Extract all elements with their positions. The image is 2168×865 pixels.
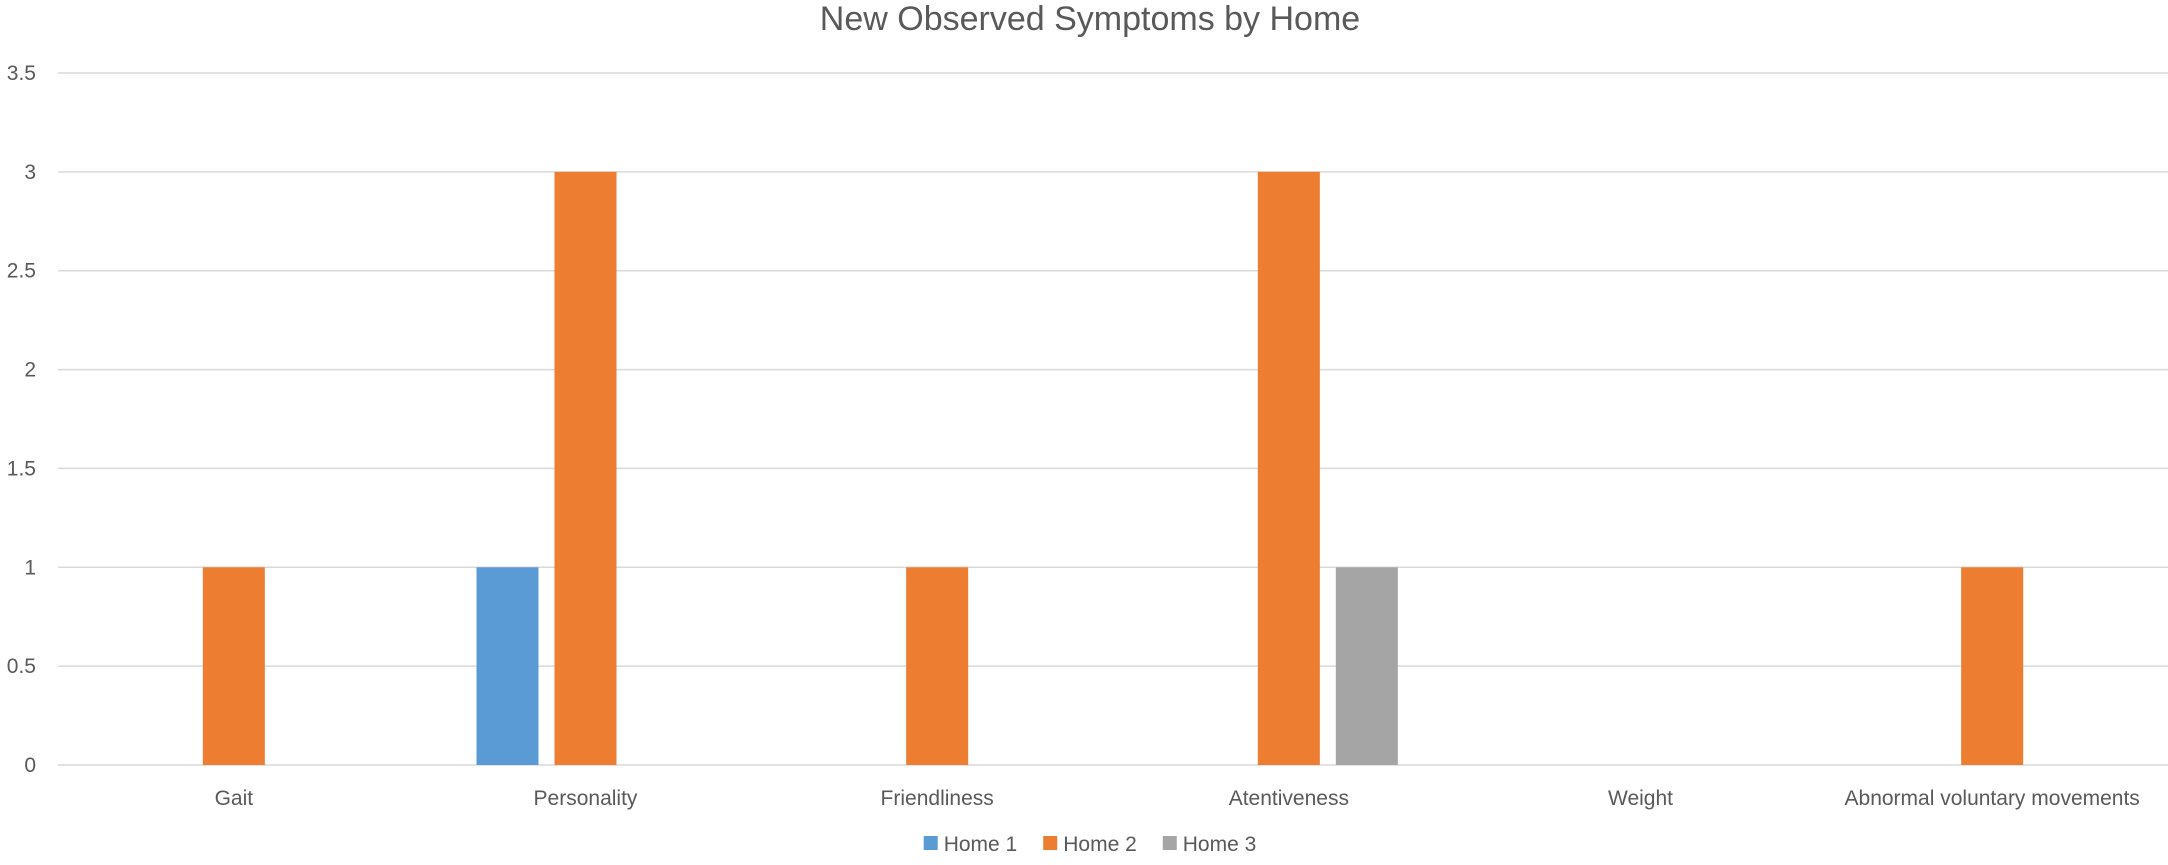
x-category-label: Friendliness (881, 787, 994, 810)
y-axis-ticks: 0 0.5 1 1.5 2 2.5 3 3.5 (7, 62, 36, 777)
bar-home-1 (476, 567, 539, 765)
legend-label: Home 2 (1063, 833, 1137, 856)
bar-home-2 (554, 171, 617, 765)
x-category-label: Weight (1608, 787, 1673, 810)
x-category-label: Abnormal voluntary movements (1845, 787, 2140, 810)
bars (202, 171, 2024, 765)
x-axis-categories: Gait Personality Friendliness Atentiveness W… (215, 787, 2140, 810)
y-tick-label: 2 (24, 359, 36, 382)
legend-swatch (1043, 836, 1058, 850)
gridlines (58, 72, 2168, 766)
y-tick-label: 2.5 (7, 260, 36, 283)
x-category-label: Personality (534, 787, 638, 810)
legend: Home 1 Home 2 Home 3 (923, 833, 1257, 856)
bar-home-2 (1961, 567, 2024, 765)
x-category-label: Gait (215, 787, 254, 810)
y-tick-label: 1.5 (7, 457, 36, 480)
bar-home-2 (906, 567, 969, 765)
legend-swatch (1162, 836, 1177, 850)
y-tick-label: 3 (24, 161, 36, 184)
y-tick-label: 0.5 (7, 655, 36, 678)
bar-home-2 (202, 567, 265, 765)
y-tick-label: 0 (24, 754, 36, 777)
legend-label: Home 1 (944, 833, 1018, 856)
y-tick-label: 3.5 (7, 62, 36, 85)
y-tick-label: 1 (24, 556, 36, 579)
legend-swatch (923, 836, 938, 850)
bar-home-2 (1257, 171, 1320, 765)
bar-home-3 (1335, 567, 1398, 765)
x-category-label: Atentiveness (1229, 787, 1349, 810)
chart-title: New Observed Symptoms by Home (820, 0, 1360, 38)
legend-label: Home 3 (1183, 833, 1257, 856)
